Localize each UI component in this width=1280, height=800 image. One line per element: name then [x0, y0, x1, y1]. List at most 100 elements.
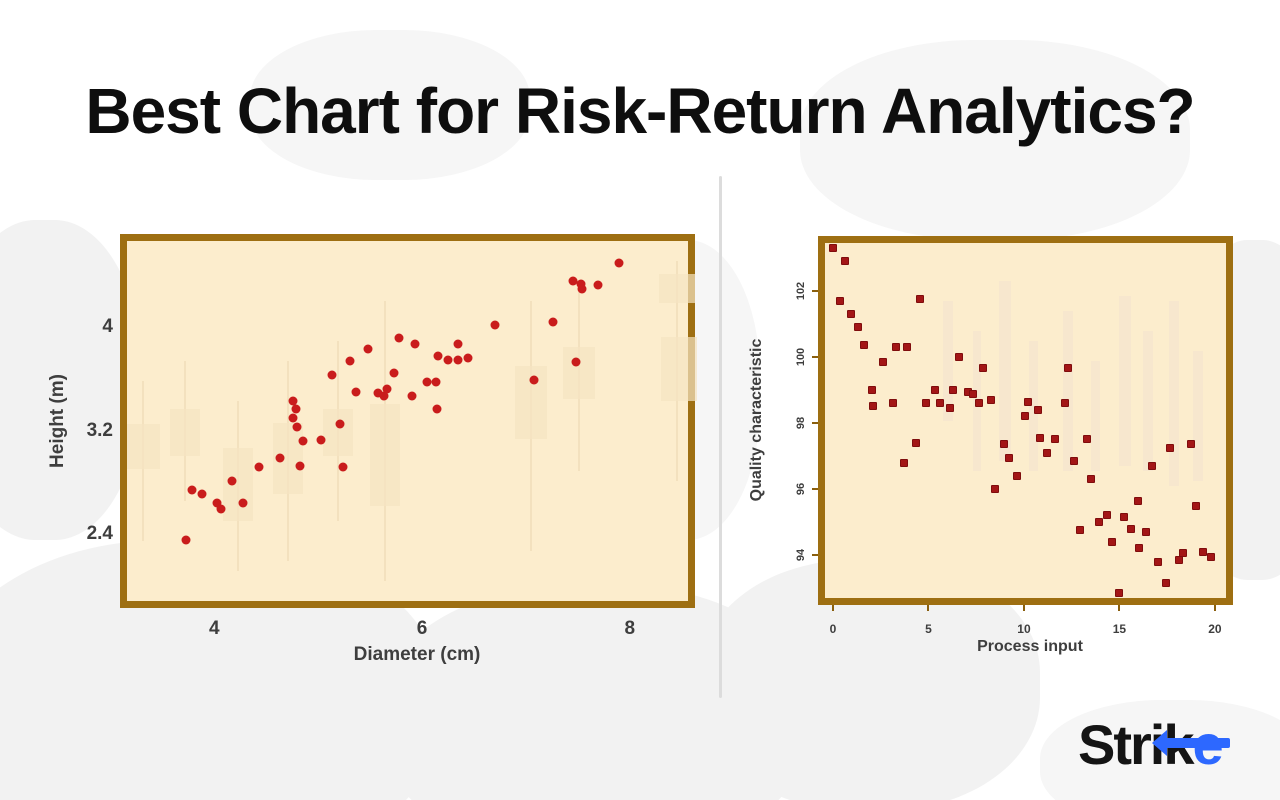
data-point — [868, 385, 877, 394]
data-point — [835, 296, 844, 305]
data-point — [187, 485, 197, 495]
data-point — [291, 404, 301, 414]
data-point — [1013, 471, 1022, 480]
x-tick-label: 10 — [1017, 622, 1031, 636]
plot-area: 4 6 8 2.4 3.2 4 — [87, 234, 697, 639]
data-point — [197, 489, 207, 499]
data-point — [335, 419, 345, 429]
y-tick-mark — [812, 289, 818, 292]
data-point — [946, 404, 955, 413]
data-point — [1162, 579, 1171, 588]
x-axis-label: Diameter (cm) — [353, 644, 481, 665]
data-point — [979, 364, 988, 373]
y-tick-label: 3.2 — [86, 419, 113, 441]
data-point — [1191, 501, 1200, 510]
data-point — [1166, 443, 1175, 452]
data-point — [1034, 405, 1043, 414]
data-point — [298, 436, 308, 446]
data-point — [1063, 364, 1072, 373]
data-point — [935, 399, 944, 408]
data-point — [1076, 526, 1085, 535]
data-point — [453, 339, 463, 349]
y-tick-mark — [812, 421, 818, 424]
data-point — [915, 295, 924, 304]
y-tick-label: 2.4 — [86, 522, 113, 544]
data-point — [363, 344, 373, 354]
x-tick-label: 20 — [1208, 622, 1222, 636]
x-tick-label: 0 — [829, 622, 837, 636]
x-tick-mark — [832, 605, 835, 611]
y-tick-label: 98 — [795, 416, 807, 430]
data-point — [382, 384, 392, 394]
data-point — [1153, 557, 1162, 566]
data-point — [351, 387, 361, 397]
y-tick-label: 100 — [795, 347, 807, 367]
data-point — [1020, 412, 1029, 421]
logo-arrow-icon — [1166, 738, 1230, 748]
data-point — [571, 357, 581, 367]
data-point — [394, 333, 404, 343]
y-tick-mark — [812, 355, 818, 358]
data-point — [288, 396, 298, 406]
data-point — [453, 355, 463, 365]
data-point — [568, 276, 578, 286]
scatter-chart-height-vs-diameter: Height (m) — [47, 234, 697, 665]
data-point — [1147, 461, 1156, 470]
data-point — [389, 368, 399, 378]
data-point — [1179, 549, 1188, 558]
y-tick-mark — [812, 488, 818, 491]
data-point — [892, 343, 901, 352]
section-divider — [719, 176, 722, 698]
data-point — [407, 391, 417, 401]
data-point — [889, 399, 898, 408]
data-point — [288, 413, 298, 423]
data-point — [548, 317, 558, 327]
data-point — [1174, 556, 1183, 565]
x-tick-label: 4 — [208, 618, 220, 639]
data-point — [1004, 453, 1013, 462]
data-point — [443, 355, 453, 365]
data-point — [433, 351, 443, 361]
data-point — [1126, 524, 1135, 533]
map-blob — [0, 220, 140, 540]
data-point — [999, 440, 1008, 449]
y-axis-label: Quality characteristic — [748, 338, 765, 502]
y-tick-label: 102 — [795, 281, 807, 301]
data-point — [345, 356, 355, 366]
data-point — [1086, 475, 1095, 484]
x-tick-mark — [1022, 605, 1025, 611]
page-title: Best Chart for Risk-Return Analytics? — [85, 75, 1195, 147]
map-blob — [250, 30, 530, 180]
data-point — [829, 243, 838, 252]
data-point — [490, 320, 500, 330]
logo-text-black: Stri — [1078, 713, 1165, 776]
data-point — [227, 476, 237, 486]
data-point — [1135, 544, 1144, 553]
data-point — [903, 343, 912, 352]
data-point — [1199, 547, 1208, 556]
data-point — [275, 453, 285, 463]
data-point — [379, 391, 389, 401]
y-tick-label: 94 — [795, 548, 807, 562]
data-point — [1023, 397, 1032, 406]
data-point — [1036, 433, 1045, 442]
data-point — [1050, 435, 1059, 444]
scatter-chart-quality-vs-process-input: Quality characteristic 0 5 10 15 20 94 96 98 100… — [748, 236, 1233, 655]
data-point — [986, 395, 995, 404]
logo-arrowhead-icon — [1152, 730, 1167, 756]
data-point — [216, 504, 225, 514]
y-tick-label: 96 — [795, 482, 807, 496]
data-point — [841, 257, 850, 266]
data-point — [463, 353, 473, 363]
data-point — [422, 377, 432, 387]
data-point — [853, 323, 862, 332]
y-axis-label: Height (m) — [47, 374, 68, 468]
data-point — [316, 435, 326, 445]
data-point — [1187, 440, 1196, 449]
x-tick-label: 5 — [925, 622, 932, 636]
data-point — [1061, 399, 1070, 408]
data-point — [295, 461, 305, 471]
x-axis-label: Process input — [977, 638, 1083, 655]
x-tick-label: 15 — [1112, 622, 1127, 636]
